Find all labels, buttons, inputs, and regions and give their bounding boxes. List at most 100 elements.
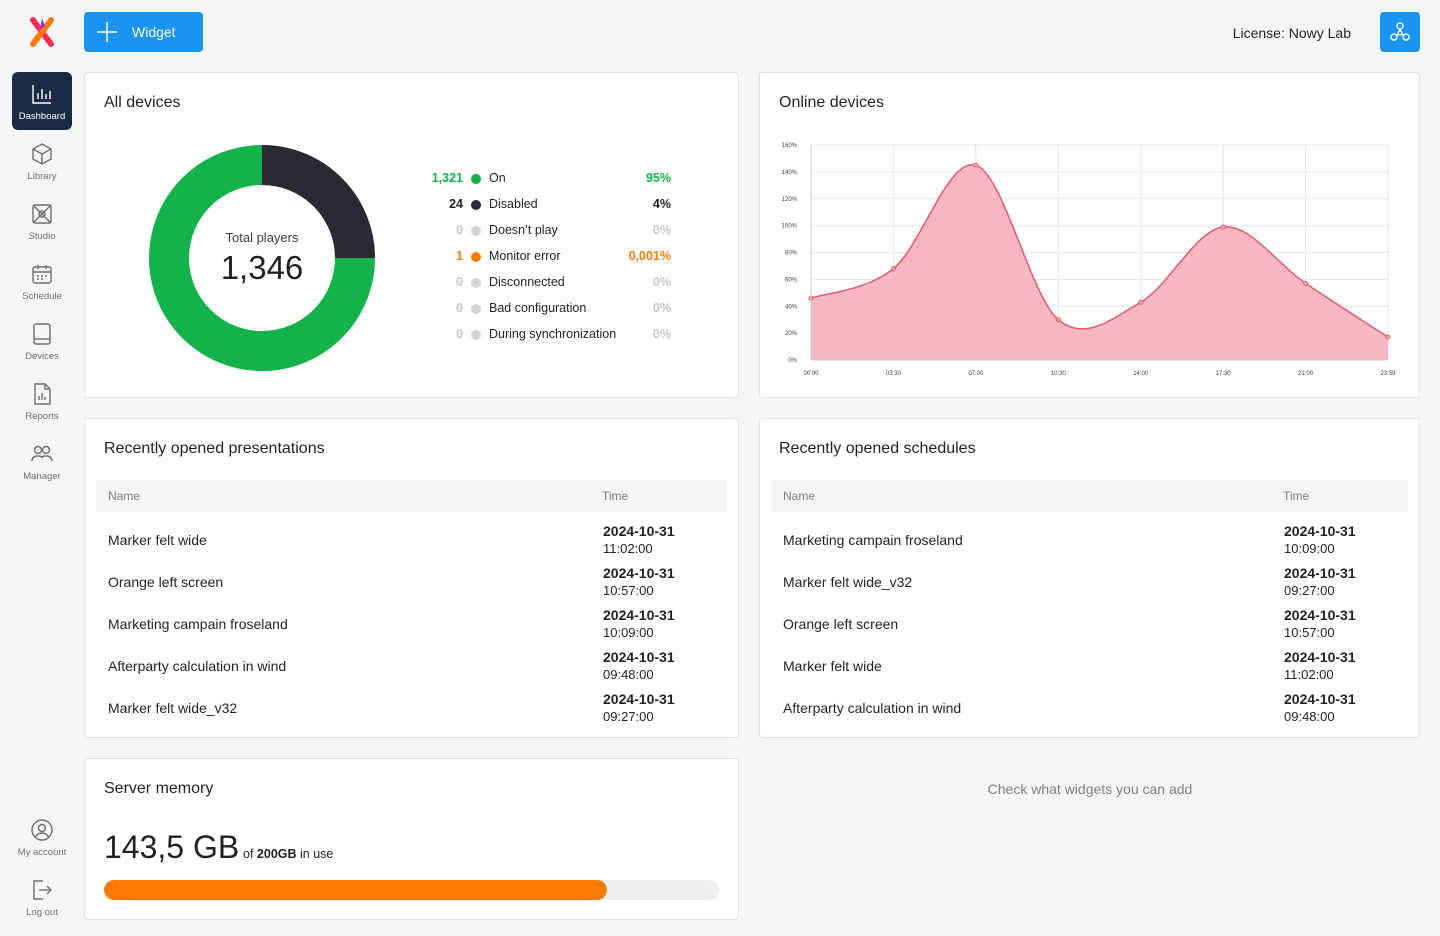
legend-label: Disabled bbox=[489, 197, 538, 211]
legend-count: 1 bbox=[456, 249, 463, 263]
legend-dot bbox=[471, 330, 481, 340]
sidebar-item-devices[interactable]: Devices bbox=[12, 312, 72, 370]
card-title: Server memory bbox=[104, 780, 214, 797]
bar-chart-icon bbox=[32, 85, 51, 104]
y-tick-label: 20% bbox=[785, 331, 798, 337]
legend-percent: 95% bbox=[645, 171, 671, 185]
column-time-header: Time bbox=[1283, 489, 1310, 503]
legend-row: 1,321 On 95% bbox=[415, 171, 675, 197]
recent-presentations-card: Recently opened presentations Name Time … bbox=[84, 418, 739, 738]
legend-count: 0 bbox=[456, 223, 463, 237]
network-button[interactable] bbox=[1380, 12, 1420, 52]
x-tick-label: 10:30 bbox=[1051, 371, 1067, 377]
data-point bbox=[1138, 299, 1144, 305]
memory-used-value: 143,5 GB bbox=[104, 829, 240, 865]
online-devices-card: Online devices 0% 20% 40% 60% 80% 100% 120% 140… bbox=[759, 72, 1420, 398]
table-row[interactable]: Orange left screen 2024-10-31 10:57:00 bbox=[96, 561, 727, 603]
legend-count: 0 bbox=[456, 275, 463, 289]
memory-of-label: of bbox=[243, 847, 254, 861]
card-title: Recently opened schedules bbox=[779, 440, 976, 457]
legend-label: On bbox=[489, 171, 506, 185]
legend-dot bbox=[471, 252, 481, 262]
table-row[interactable]: Afterparty calculation in wind 2024-10-31… bbox=[96, 645, 727, 687]
sidebar-item-manager[interactable]: Manager bbox=[12, 432, 72, 490]
series-area bbox=[811, 164, 1388, 360]
y-tick-label: 40% bbox=[785, 304, 798, 310]
series-line bbox=[810, 164, 1389, 338]
table-row[interactable]: Marketing campain froseland 2024-10-31 10:… bbox=[96, 603, 727, 645]
table-row[interactable]: Marker felt wide 2024-10-31 11:02:00 bbox=[771, 645, 1408, 687]
column-name-header: Name bbox=[783, 489, 816, 503]
sidebar-item-schedule[interactable]: Schedule bbox=[12, 252, 72, 310]
sidebar-item-label: Manager bbox=[23, 471, 61, 482]
table-row[interactable]: Marker felt wide_v32 2024-10-31 09:27:00 bbox=[96, 687, 727, 729]
legend-dot bbox=[471, 278, 481, 288]
row-name: Afterparty calculation in wind bbox=[108, 658, 287, 674]
table-row[interactable]: Marketing campain froseland 2024-10-31 10:… bbox=[771, 519, 1408, 561]
legend-percent: 0% bbox=[652, 223, 671, 237]
x-tick-label: 21:00 bbox=[1298, 371, 1314, 377]
data-point bbox=[1055, 317, 1061, 323]
table-row[interactable]: Marker felt wide_v32 2024-10-31 09:27:00 bbox=[771, 561, 1408, 603]
add-widget-button[interactable]: Widget bbox=[84, 12, 203, 52]
users-icon bbox=[31, 445, 53, 462]
table-row[interactable]: Orange left screen 2024-10-31 10:57:00 bbox=[771, 603, 1408, 645]
table-row[interactable]: Afterparty calculation in wind 2024-10-31… bbox=[771, 687, 1408, 729]
license-label: License: Nowy Lab bbox=[1232, 25, 1351, 41]
sidebar-item-my-account[interactable]: My account bbox=[12, 808, 72, 866]
row-name: Marker felt wide bbox=[783, 658, 882, 674]
legend-dot bbox=[471, 174, 481, 184]
sidebar-item-label: My account bbox=[17, 847, 67, 858]
donut-center: Total players 1,346 bbox=[149, 145, 375, 371]
legend-row: 0 Disconnected 0% bbox=[415, 275, 675, 301]
widgets-hint-link[interactable]: Check what widgets you can add bbox=[987, 781, 1193, 797]
donut-slice-disabled bbox=[261, 145, 375, 259]
sidebar-item-label: Library bbox=[27, 171, 57, 182]
sidebar-item-log-out[interactable]: Log out bbox=[12, 868, 72, 926]
sidebar-item-reports[interactable]: Reports bbox=[12, 372, 72, 430]
row-date: 2024-10-31 bbox=[1284, 691, 1356, 707]
x-tick-label: 00:00 bbox=[803, 371, 819, 377]
sidebar-item-library[interactable]: Library bbox=[12, 132, 72, 190]
data-point bbox=[890, 266, 896, 272]
total-players-value: 1,346 bbox=[220, 248, 304, 286]
x-tick-label: 07:00 bbox=[968, 371, 984, 377]
sidebar-item-studio[interactable]: Studio bbox=[12, 192, 72, 250]
legend-count: 24 bbox=[449, 197, 463, 211]
legend-row: 0 Bad configuration 0% bbox=[415, 301, 675, 327]
card-title: Recently opened presentations bbox=[104, 440, 325, 457]
cube-icon bbox=[32, 143, 52, 165]
legend-dot bbox=[471, 226, 481, 236]
row-name: Orange left screen bbox=[108, 574, 224, 590]
legend-label: During synchronization bbox=[489, 327, 617, 341]
tablet-icon bbox=[33, 323, 51, 345]
total-players-label: Total players bbox=[225, 229, 299, 245]
app-logo-icon[interactable] bbox=[27, 16, 57, 48]
data-point bbox=[1220, 224, 1226, 230]
row-date: 2024-10-31 bbox=[603, 607, 675, 623]
table-row[interactable]: Marker felt wide 2024-10-31 11:02:00 bbox=[96, 519, 727, 561]
x-tick-label: 23:59 bbox=[1380, 371, 1396, 377]
legend-percent: 0% bbox=[652, 327, 671, 341]
row-name: Marker felt wide_v32 bbox=[108, 700, 238, 716]
account-icon bbox=[31, 819, 53, 841]
studio-icon bbox=[32, 204, 52, 224]
row-time: 09:48:00 bbox=[1284, 709, 1335, 724]
row-name: Marker felt wide bbox=[108, 532, 207, 548]
data-point bbox=[1385, 334, 1391, 340]
x-tick-label: 03:30 bbox=[886, 371, 902, 377]
devices-legend: 1,321 On 95% 24 Disabled 4% 0 Doesn’t play 0% 1 Mo… bbox=[415, 171, 675, 353]
y-tick-label: 140% bbox=[782, 170, 798, 176]
legend-row: 0 Doesn’t play 0% bbox=[415, 223, 675, 249]
sidebar-item-dashboard[interactable]: Dashboard bbox=[12, 72, 72, 130]
y-tick-label: 120% bbox=[782, 197, 798, 203]
row-name: Marketing campain froseland bbox=[783, 532, 963, 548]
row-name: Orange left screen bbox=[783, 616, 899, 632]
legend-label: Bad configuration bbox=[489, 301, 587, 315]
row-date: 2024-10-31 bbox=[603, 565, 675, 581]
legend-percent: 0% bbox=[652, 275, 671, 289]
row-date: 2024-10-31 bbox=[603, 649, 675, 665]
logout-icon bbox=[33, 880, 52, 900]
sidebar-item-label: Log out bbox=[26, 907, 58, 918]
y-tick-label: 60% bbox=[785, 277, 798, 283]
